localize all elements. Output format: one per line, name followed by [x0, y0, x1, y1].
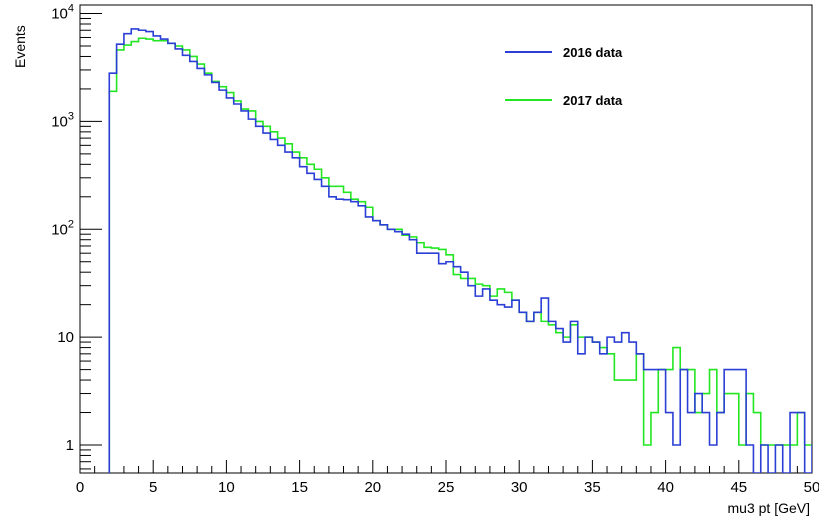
x-tick-label: 40 [657, 479, 674, 496]
x-tick-label: 35 [584, 479, 601, 496]
x-tick-label: 50 [804, 479, 819, 496]
y-tick-label: 1 [66, 437, 74, 454]
legend-label-2017: 2017 data [563, 93, 623, 108]
x-tick-label: 5 [149, 479, 157, 496]
legend-label-2016: 2016 data [563, 45, 623, 60]
x-tick-label: 25 [438, 479, 455, 496]
series-layer [108, 28, 812, 473]
x-tick-label: 10 [218, 479, 235, 496]
axis-ticks [79, 13, 813, 473]
y-axis-title: Events [12, 25, 28, 68]
x-tick-label: 15 [291, 479, 308, 496]
x-tick-label: 30 [511, 479, 528, 496]
y-tick-label: 102 [51, 218, 74, 238]
axis-tick-labels: 0 5 10 15 20 25 30 35 40 45 50 1 10 102 103 104 [51, 3, 819, 496]
x-axis-title: mu3 pt [GeV] [728, 500, 810, 516]
y-tick-label: 103 [51, 110, 74, 130]
y-tick-label: 104 [51, 3, 74, 23]
x-tick-label: 45 [730, 479, 747, 496]
x-tick-label: 20 [364, 479, 381, 496]
x-tick-label: 0 [76, 479, 84, 496]
y-tick-label: 10 [57, 329, 74, 346]
legend: 2016 data 2017 data [505, 45, 623, 108]
series-line-2017 [108, 37, 812, 473]
series-line-2016 [108, 28, 812, 473]
